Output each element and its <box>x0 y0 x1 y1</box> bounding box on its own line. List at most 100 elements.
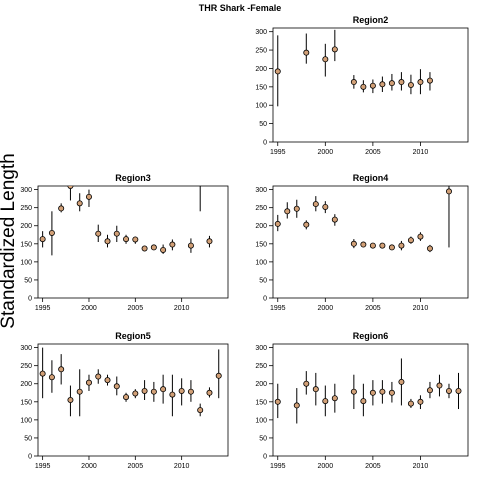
data-point <box>169 241 176 248</box>
data-layer <box>274 29 433 107</box>
x-tick-label: 1995 <box>270 463 286 470</box>
data-point <box>113 383 120 390</box>
y-tick-label: 50 <box>259 435 267 442</box>
data-point <box>398 79 405 86</box>
x-tick-label: 2010 <box>413 305 429 312</box>
data-point <box>274 398 281 405</box>
data-point <box>426 77 433 84</box>
x-tick-label: 2000 <box>81 305 97 312</box>
x-tick-label: 1995 <box>270 305 286 312</box>
data-point <box>407 82 414 89</box>
x-tick-label: 2010 <box>413 149 429 156</box>
data-layer <box>274 186 452 253</box>
data-point <box>95 373 102 380</box>
data-point <box>58 205 65 212</box>
x-tick-label: 2010 <box>413 463 429 470</box>
data-point <box>445 387 452 394</box>
data-point <box>169 391 176 398</box>
plot-frame <box>272 185 469 299</box>
plot-frame <box>272 343 469 457</box>
data-point <box>293 402 300 409</box>
data-point <box>48 229 55 236</box>
x-tick-label: 2005 <box>128 463 144 470</box>
y-tick-label: 100 <box>255 417 267 424</box>
y-tick-label: 200 <box>255 66 267 73</box>
data-point <box>197 407 204 414</box>
y-tick-label: 200 <box>20 381 32 388</box>
data-point <box>388 244 395 251</box>
data-point <box>85 379 92 386</box>
data-point <box>388 80 395 87</box>
y-tick-label: 0 <box>263 454 267 461</box>
panel-4: Region5 0 50 100 150 200 250 300 1995 2000 2005 201… <box>20 331 229 470</box>
y-tick-label: 50 <box>24 435 32 442</box>
data-point <box>104 238 111 245</box>
panel-title: Region5 <box>115 331 151 341</box>
y-tick-label: 100 <box>20 259 32 266</box>
data-point <box>48 374 55 381</box>
data-point <box>284 208 291 215</box>
x-tick-label: 2000 <box>318 305 334 312</box>
panel-title: Region6 <box>353 331 389 341</box>
y-tick-label: 200 <box>255 381 267 388</box>
panel-3: Region4 0 50 100 150 200 250 300 1995 2000 2005 201… <box>255 173 469 312</box>
data-point <box>132 236 139 243</box>
data-point <box>76 200 83 207</box>
panel-5: Region6 0 50 100 150 200 250 300 1995 2000 2005 201… <box>255 331 469 470</box>
x-tick-label: 2005 <box>365 305 381 312</box>
panel-title: Region4 <box>353 173 389 183</box>
data-point <box>85 193 92 200</box>
data-point <box>417 233 424 240</box>
data-point <box>312 386 319 393</box>
y-tick-label: 50 <box>259 121 267 128</box>
y-tick-label: 0 <box>28 296 32 303</box>
data-point <box>360 398 367 405</box>
data-point <box>407 400 414 407</box>
y-tick-label: 150 <box>255 241 267 248</box>
y-tick-label: 300 <box>255 187 267 194</box>
y-tick-label: 150 <box>255 399 267 406</box>
data-point <box>132 390 139 397</box>
data-point <box>141 245 148 252</box>
y-tick-label: 50 <box>24 277 32 284</box>
data-point <box>350 240 357 247</box>
data-point <box>322 56 329 63</box>
data-point <box>113 230 120 237</box>
data-point <box>150 388 157 395</box>
x-tick-label: 2000 <box>318 463 334 470</box>
data-point <box>206 238 213 245</box>
x-tick-label: 2010 <box>174 305 190 312</box>
data-point <box>39 370 46 377</box>
data-point <box>274 68 281 75</box>
y-tick-label: 100 <box>20 417 32 424</box>
data-layer <box>39 186 213 256</box>
data-point <box>76 388 83 395</box>
y-tick-label: 250 <box>255 48 267 55</box>
data-point <box>388 389 395 396</box>
data-point <box>312 201 319 208</box>
y-tick-label: 300 <box>20 187 32 194</box>
data-point <box>417 79 424 86</box>
data-point <box>322 203 329 210</box>
data-point <box>350 79 357 86</box>
x-tick-label: 1995 <box>270 149 286 156</box>
panel-title: Region3 <box>115 173 151 183</box>
data-point <box>58 366 65 373</box>
x-tick-label: 2000 <box>318 149 334 156</box>
data-point <box>150 244 157 251</box>
y-tick-label: 300 <box>20 345 32 352</box>
x-tick-label: 2010 <box>174 463 190 470</box>
plot-frame <box>272 27 469 143</box>
data-point <box>274 220 281 227</box>
x-tick-label: 1995 <box>35 463 51 470</box>
data-point <box>360 241 367 248</box>
x-tick-label: 2005 <box>128 305 144 312</box>
data-point <box>379 242 386 249</box>
data-point <box>160 246 167 253</box>
data-layer <box>39 347 222 417</box>
data-point <box>455 387 462 394</box>
data-point <box>369 242 376 249</box>
data-point <box>215 372 222 379</box>
data-layer <box>274 358 462 424</box>
